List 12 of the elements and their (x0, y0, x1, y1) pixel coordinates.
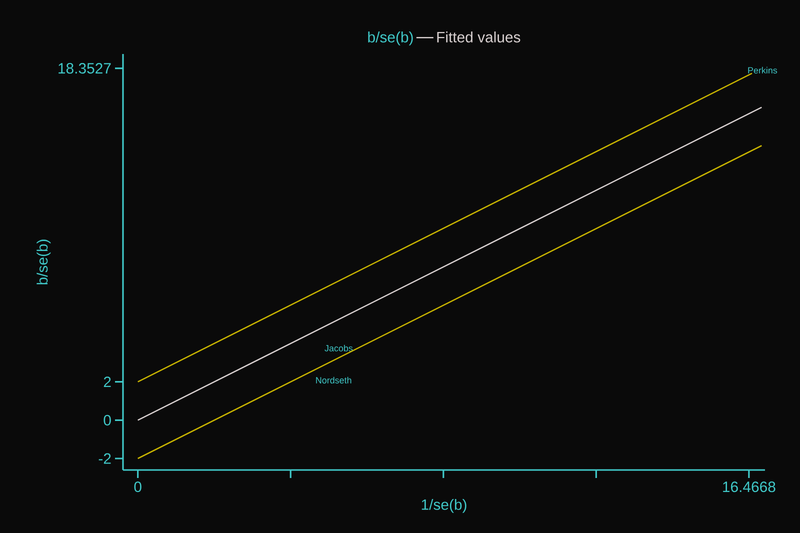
legend-label: Fitted values (437, 31, 520, 42)
x-tick-label: 16.4668 (723, 482, 776, 492)
y-tick-label: 18.3527 (58, 63, 111, 74)
annotation: Perkins (748, 66, 778, 74)
y-tick-label: -2 (98, 453, 111, 464)
x-axis-title: 1/se(b) (422, 498, 466, 513)
y-axis-title: b/se(b) (36, 240, 51, 284)
y-tick-label: 2 (104, 376, 111, 388)
annotation: Nordseth (316, 376, 352, 384)
annotation: Jacobs (324, 344, 353, 352)
y-tick-label: 0 (104, 414, 111, 426)
text: b/se(b) (368, 31, 413, 46)
